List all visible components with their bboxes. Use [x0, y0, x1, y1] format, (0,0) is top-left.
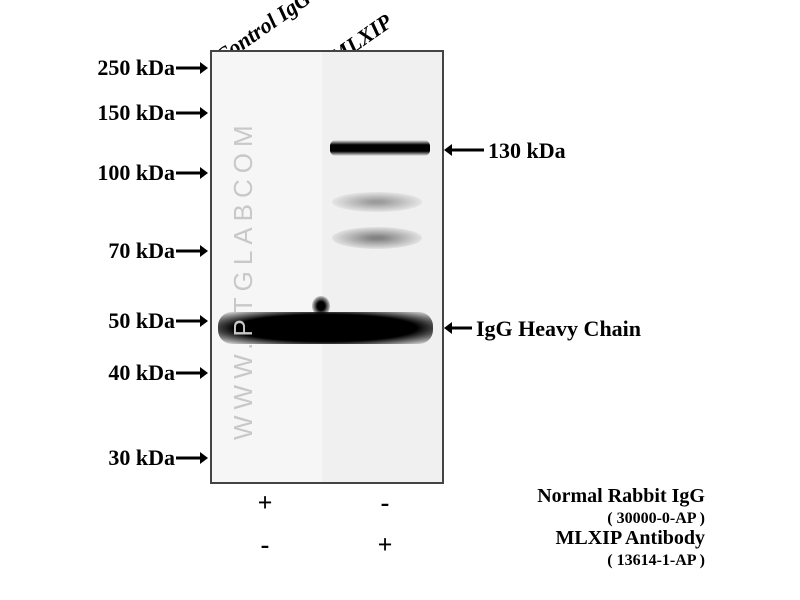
- row1-lane2-symbol: -: [370, 488, 400, 518]
- mw-40: 40 kDa: [55, 360, 175, 386]
- band-smear-1: [332, 192, 422, 212]
- arrow-130kda: [444, 140, 484, 160]
- row2-cat-text: ( 13614-1-AP ): [607, 552, 705, 569]
- mw-250: 250 kDa: [55, 55, 175, 81]
- label-igg-heavy-chain: IgG Heavy Chain: [476, 316, 641, 342]
- mw-150: 150 kDa: [55, 100, 175, 126]
- label-130kda: 130 kDa: [488, 138, 566, 164]
- arrow-igg: [444, 318, 472, 338]
- arrow-mw-30: [176, 448, 208, 468]
- band-smear-2: [332, 227, 422, 249]
- row1-antibody-name: Normal Rabbit IgG ( 30000-0-AP ): [455, 486, 705, 528]
- arrow-mw-50: [176, 311, 208, 331]
- row1-cat-text: ( 30000-0-AP ): [607, 510, 705, 527]
- arrow-mw-150: [176, 103, 208, 123]
- row2-lane2-symbol: +: [370, 530, 400, 560]
- row1-lane1-symbol: +: [250, 488, 280, 518]
- mw-100: 100 kDa: [55, 160, 175, 186]
- arrow-mw-250: [176, 58, 208, 78]
- arrow-mw-70: [176, 241, 208, 261]
- band-130kda: [330, 140, 430, 156]
- mw-30: 30 kDa: [55, 445, 175, 471]
- mw-50: 50 kDa: [55, 308, 175, 334]
- mw-70: 70 kDa: [55, 238, 175, 264]
- row2-antibody-name: MLXIP Antibody ( 13614-1-AP ): [455, 528, 705, 570]
- row1-title-text: Normal Rabbit IgG: [537, 485, 705, 507]
- row2-title-text: MLXIP Antibody: [556, 527, 705, 549]
- arrow-mw-40: [176, 363, 208, 383]
- row2-lane1-symbol: -: [250, 530, 280, 560]
- band-igg-tail: [312, 296, 330, 316]
- watermark: WWW.PTGLABCOM: [228, 119, 259, 440]
- arrow-mw-100: [176, 163, 208, 183]
